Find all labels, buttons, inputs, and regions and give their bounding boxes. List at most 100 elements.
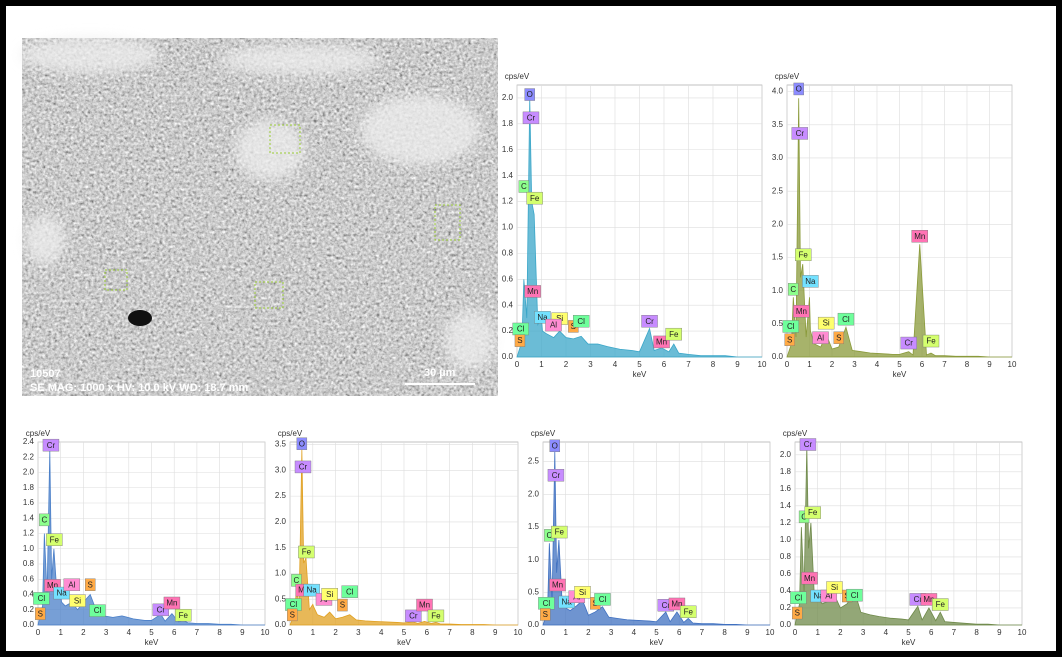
- x-tick-label: 4: [884, 628, 889, 637]
- y-tick-label: 1.0: [23, 544, 35, 553]
- y-tick-label: 0.5: [275, 594, 287, 603]
- y-tick-label: 1.8: [780, 467, 792, 476]
- peak-label: Si: [831, 583, 838, 592]
- sem-id: 10507: [30, 368, 61, 380]
- peak-label: Fe: [799, 250, 809, 259]
- x-tick-label: 2: [586, 628, 591, 637]
- x-tick-label: 1: [563, 628, 568, 637]
- y-tick-label: 2.5: [528, 457, 540, 466]
- x-tick-label: 3: [852, 360, 857, 369]
- peak-label: Cr: [804, 440, 813, 449]
- spectrum-chart: 0.00.51.01.52.02.53.03.5012345678910cps/…: [275, 429, 523, 647]
- peak-label: Cl: [795, 593, 803, 602]
- spectrum-chart: 0.00.20.40.60.81.01.21.41.61.82.02.22.40…: [23, 429, 270, 647]
- peak-label: Cr: [47, 441, 56, 450]
- peak-label: Fe: [926, 337, 936, 346]
- peak-label: O: [299, 439, 305, 448]
- peak-label: C: [521, 182, 527, 191]
- x-tick-label: 10: [1018, 628, 1027, 637]
- y-tick-label: 1.5: [528, 522, 540, 531]
- x-tick-label: 9: [240, 628, 245, 637]
- peak-label: Cl: [346, 587, 354, 596]
- y-tick-label: 1.6: [502, 145, 514, 154]
- x-tick-label: 8: [974, 628, 979, 637]
- x-tick-label: 1: [807, 360, 812, 369]
- peak-label: Al: [817, 333, 824, 342]
- peak-label: O: [796, 85, 802, 94]
- y-tick-label: 1.6: [780, 484, 792, 493]
- x-tick-label: 5: [637, 360, 642, 369]
- peak-label: Cl: [38, 594, 46, 603]
- peak-label: Cr: [299, 463, 308, 472]
- x-tick-label: 9: [745, 628, 750, 637]
- peak-label: C: [293, 576, 299, 585]
- x-tick-label: 6: [929, 628, 934, 637]
- y-tick-label: 1.8: [502, 119, 514, 128]
- peak-label: Mn: [914, 232, 925, 241]
- peak-label: Cl: [290, 600, 298, 609]
- peak-label: Cr: [904, 339, 913, 348]
- peak-label: Fe: [302, 548, 312, 557]
- y-tick-label: 1.8: [23, 483, 35, 492]
- x-tick-label: 5: [897, 360, 902, 369]
- y-tick-label: 2.0: [528, 489, 540, 498]
- y-tick-label: 4.0: [772, 87, 784, 96]
- x-tick-label: 3: [356, 628, 361, 637]
- x-tick-label: 0: [793, 628, 798, 637]
- sem-scale: 30 µm: [424, 367, 456, 379]
- y-tick-label: 1.0: [275, 569, 287, 578]
- y-tick-label: 0.4: [780, 586, 792, 595]
- x-tick-label: 9: [987, 360, 992, 369]
- y-tick-label: 0.5: [528, 587, 540, 596]
- y-axis-label: cps/eV: [505, 72, 530, 81]
- x-tick-label: 7: [195, 628, 200, 637]
- y-tick-label: 1.2: [23, 529, 35, 538]
- y-tick-label: 0.0: [275, 620, 287, 629]
- spectrum-chart: 0.00.51.01.52.02.53.03.54.0012345678910c…: [772, 72, 1017, 379]
- y-tick-label: 2.0: [772, 219, 784, 228]
- figure: 10507 SE MAG: 1000 x HV: 10.0 kV WD: 18.…: [0, 0, 1062, 657]
- x-tick-label: 1: [311, 628, 316, 637]
- x-axis-label: keV: [633, 370, 647, 379]
- peak-label: S: [543, 610, 548, 619]
- x-tick-label: 2: [333, 628, 338, 637]
- peak-label: Cl: [577, 317, 585, 326]
- x-tick-label: 4: [127, 628, 132, 637]
- sem-info: SE MAG: 1000 x HV: 10.0 kV WD: 18.7 mm: [30, 382, 248, 394]
- x-tick-label: 9: [997, 628, 1002, 637]
- spectrum-chart: 0.00.20.40.60.81.01.21.41.61.82.00123456…: [780, 429, 1027, 647]
- peak-label: Mn: [796, 307, 807, 316]
- peak-label: S: [836, 333, 841, 342]
- peak-label: Cr: [409, 612, 418, 621]
- peak-label: C: [790, 285, 796, 294]
- peak-label: Si: [579, 588, 586, 597]
- x-tick-label: 2: [564, 360, 569, 369]
- x-tick-label: 0: [541, 628, 546, 637]
- x-tick-label: 6: [425, 628, 430, 637]
- peak-label: Cl: [517, 325, 525, 334]
- peak-label: Si: [326, 590, 333, 599]
- y-tick-label: 2.5: [772, 186, 784, 195]
- y-tick-label: 0.2: [780, 603, 792, 612]
- peak-label: Al: [550, 321, 557, 330]
- y-tick-label: 0.5: [772, 319, 784, 328]
- x-tick-label: 8: [965, 360, 970, 369]
- peak-label: Fe: [669, 330, 679, 339]
- peak-label: Na: [307, 586, 318, 595]
- peak-label: Mn: [552, 581, 563, 590]
- peak-label: Cr: [527, 113, 536, 122]
- peak-label: Na: [805, 277, 816, 286]
- x-tick-label: 8: [470, 628, 475, 637]
- y-tick-label: 0.8: [502, 248, 514, 257]
- y-tick-label: 0.0: [528, 620, 540, 629]
- x-tick-label: 10: [758, 360, 767, 369]
- peak-label: Cl: [599, 595, 607, 604]
- x-tick-label: 3: [609, 628, 614, 637]
- x-tick-label: 7: [942, 360, 947, 369]
- y-tick-label: 0.6: [502, 274, 514, 283]
- x-tick-label: 7: [686, 360, 691, 369]
- peak-label: Mn: [804, 574, 815, 583]
- y-tick-label: 0.0: [780, 620, 792, 629]
- y-tick-label: 3.5: [275, 440, 287, 449]
